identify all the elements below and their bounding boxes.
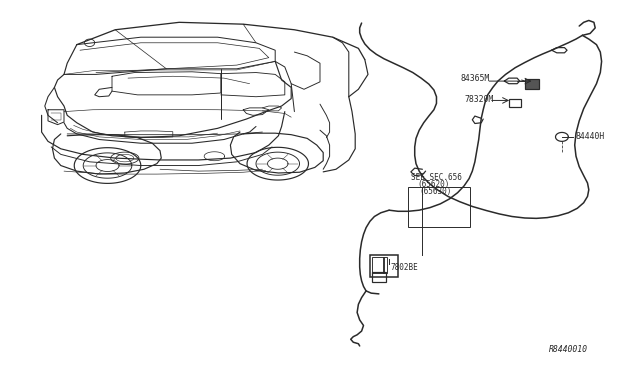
Bar bbox=[372, 257, 385, 273]
Text: R8440010: R8440010 bbox=[549, 345, 588, 354]
Text: (65630): (65630) bbox=[419, 187, 452, 196]
Text: 78320M: 78320M bbox=[465, 95, 494, 104]
Bar bbox=[509, 99, 521, 107]
Bar bbox=[525, 79, 539, 89]
Bar bbox=[372, 272, 387, 282]
Text: 84365M: 84365M bbox=[461, 74, 490, 83]
Text: 7802BE: 7802BE bbox=[390, 263, 418, 272]
Text: 84440H: 84440H bbox=[576, 132, 605, 141]
Text: SEE SEC.656: SEE SEC.656 bbox=[411, 173, 461, 182]
Bar bbox=[408, 187, 470, 227]
Bar bbox=[383, 257, 387, 273]
Text: (65620): (65620) bbox=[417, 180, 450, 189]
Bar bbox=[370, 255, 398, 277]
